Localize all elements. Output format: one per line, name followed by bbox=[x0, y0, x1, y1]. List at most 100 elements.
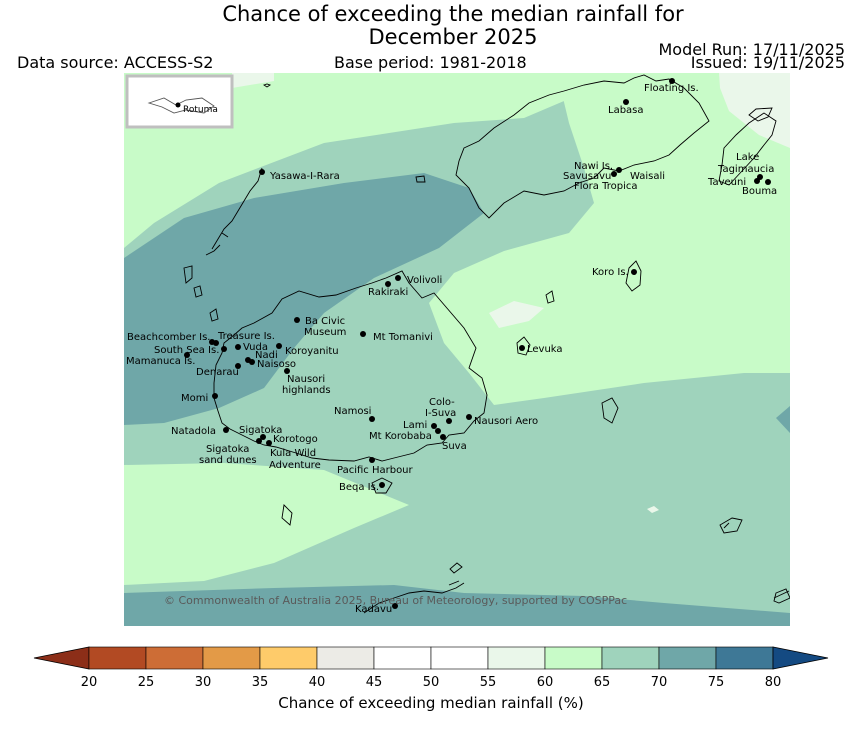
map-title-line1: Chance of exceeding the median rainfall … bbox=[222, 2, 684, 26]
coast-qamea bbox=[748, 107, 773, 122]
zone-55-60-patch bbox=[489, 301, 544, 328]
place-natadola: Natadola bbox=[171, 426, 216, 437]
coast-west-islets bbox=[183, 265, 219, 322]
coast-moala bbox=[719, 517, 743, 534]
place-bouma: Bouma bbox=[742, 186, 777, 197]
place-beqa-is: Beqa Is. bbox=[339, 482, 379, 493]
colorbar-swatch-55 bbox=[487, 646, 546, 670]
place-colo-i-suva-2: I-Suva bbox=[425, 408, 456, 419]
colorbar-swatch-50 bbox=[430, 646, 489, 670]
colorbar-tick-35: 35 bbox=[252, 675, 269, 690]
place-rakiraki: Rakiraki bbox=[368, 287, 408, 298]
colorbar-tick-55: 55 bbox=[480, 675, 497, 690]
place-sigatoka-sand-dunes-2: sand dunes bbox=[199, 455, 257, 466]
zone-60-65-southwest bbox=[124, 463, 409, 585]
colorbar-tick-70: 70 bbox=[651, 675, 668, 690]
coast-yanuca bbox=[281, 504, 293, 526]
zone-70-75-west bbox=[124, 173, 484, 425]
coast-beqa bbox=[371, 477, 393, 494]
colorbar-swatch-75 bbox=[715, 646, 774, 670]
colorbar-swatch-60 bbox=[544, 646, 603, 670]
colorbar-label: Chance of exceeding median rainfall (%) bbox=[278, 694, 583, 712]
copyright-notice: © Commonwealth of Australia 2025, Bureau… bbox=[164, 594, 627, 607]
colorbar-under-arrow bbox=[33, 646, 90, 670]
place-labasa: Labasa bbox=[608, 105, 644, 116]
place-korotogo: Korotogo bbox=[273, 434, 318, 445]
place-savusavu: Savusavu bbox=[563, 171, 611, 182]
coast-east-se bbox=[723, 522, 730, 529]
place-beachcomber-is: Beachcomber Is. bbox=[127, 332, 210, 343]
coast-kadavu bbox=[363, 562, 465, 614]
coast-se-islet bbox=[773, 590, 790, 599]
place-denarau: Denarau bbox=[196, 367, 239, 378]
place-lake: Lake bbox=[736, 152, 759, 163]
coast-viti-levu bbox=[213, 270, 488, 462]
place-pacific-harbour: Pacific Harbour bbox=[337, 465, 414, 476]
coast-east-small bbox=[773, 588, 790, 604]
coast-yasawa bbox=[205, 167, 263, 256]
map-title-line2: December 2025 bbox=[368, 25, 538, 49]
place-taveuni: Taveuni bbox=[707, 177, 746, 188]
place-koroyanitu: Koroyanitu bbox=[285, 346, 339, 357]
colorbar-tick-25: 25 bbox=[138, 675, 155, 690]
colorbar-swatch-65 bbox=[601, 646, 660, 670]
coast-ovalau bbox=[516, 336, 531, 356]
place-namosi: Namosi bbox=[334, 406, 371, 417]
place-treasure-is: Treasure Is. bbox=[217, 331, 275, 342]
data-source-label: Data source: ACCESS-S2 bbox=[17, 53, 214, 72]
rotuma-label: Rotuma bbox=[183, 105, 218, 115]
place-momi: Momi bbox=[181, 393, 208, 404]
place-floating-is: Floating Is. bbox=[644, 83, 699, 94]
place-sigatoka: Sigatoka bbox=[239, 425, 282, 436]
colorbar-tick-20: 20 bbox=[81, 675, 98, 690]
place-levuka: Levuka bbox=[527, 344, 563, 355]
coast-taveuni bbox=[718, 112, 777, 186]
place-nawi-is: Nawi Is. bbox=[574, 161, 613, 172]
colorbar-tick-30: 30 bbox=[195, 675, 212, 690]
colorbar-tick-80: 80 bbox=[765, 675, 782, 690]
coast-nairai bbox=[545, 290, 555, 304]
coast-gau bbox=[601, 397, 619, 424]
colorbar-swatch-25 bbox=[145, 646, 204, 670]
place-kula-wild-adventure-1: Kula Wild bbox=[270, 448, 316, 459]
colorbar-swatch-30 bbox=[202, 646, 261, 670]
place-kula-wild-adventure-2: Adventure bbox=[269, 460, 321, 471]
coast-labasa-islet bbox=[415, 175, 426, 183]
place-nausori-highlands-2: highlands bbox=[282, 385, 331, 396]
place-mamanuca-is: Mamanuca Is. bbox=[126, 356, 195, 367]
place-vuda: Vuda bbox=[243, 342, 268, 353]
place-ba-civic-museum-2: Museum bbox=[304, 327, 346, 338]
place-naisoso: Naisoso bbox=[257, 359, 296, 370]
coast-koro bbox=[625, 260, 642, 292]
place-sigatoka-sand-dunes-1: Sigatoka bbox=[206, 444, 249, 455]
place-lami: Lami bbox=[403, 420, 427, 431]
colorbar-tick-45: 45 bbox=[366, 675, 383, 690]
place-volivoli: Volivoli bbox=[407, 275, 442, 286]
zone-60-65-northwest bbox=[124, 73, 604, 248]
place-south-sea-is: South Sea Is. bbox=[154, 345, 219, 356]
issued-label: Issued: 19/11/2025 bbox=[690, 53, 845, 72]
base-period-label: Base period: 1981-2018 bbox=[334, 53, 527, 72]
zone-55-60-inset-corner bbox=[232, 73, 274, 88]
place-waisali: Waisali bbox=[630, 171, 665, 182]
coast-hunter-island bbox=[262, 83, 272, 88]
colorbar-tick-50: 50 bbox=[423, 675, 440, 690]
place-suva: Suva bbox=[442, 441, 467, 452]
colorbar-swatch-40 bbox=[316, 646, 375, 670]
place-ba-civic-museum-1: Ba Civic bbox=[305, 316, 345, 327]
colorbar-tick-60: 60 bbox=[537, 675, 554, 690]
rotuma-inset bbox=[125, 74, 234, 129]
model-run-label: Model Run: 17/11/2025 bbox=[658, 40, 846, 59]
colorbar: 20 25 30 35 40 45 50 55 60 65 70 75 80 Chance of exc… bbox=[33, 646, 829, 712]
place-nadi: Nadi bbox=[255, 350, 278, 361]
colorbar-swatch-70 bbox=[658, 646, 717, 670]
zone-70-75-south bbox=[124, 585, 790, 626]
rotuma-coast bbox=[147, 97, 215, 114]
rainfall-map: Rotuma Floating Is. Labasa Nawi I bbox=[124, 73, 790, 626]
colorbar-swatch-35 bbox=[259, 646, 318, 670]
colorbar-tick-65: 65 bbox=[594, 675, 611, 690]
place-colo-i-suva-1: Colo- bbox=[429, 397, 455, 408]
place-tagimaucia: Tagimaucia bbox=[717, 164, 774, 175]
place-mt-tomanivi: Mt Tomanivi bbox=[373, 332, 433, 343]
colorbar-tick-40: 40 bbox=[309, 675, 326, 690]
